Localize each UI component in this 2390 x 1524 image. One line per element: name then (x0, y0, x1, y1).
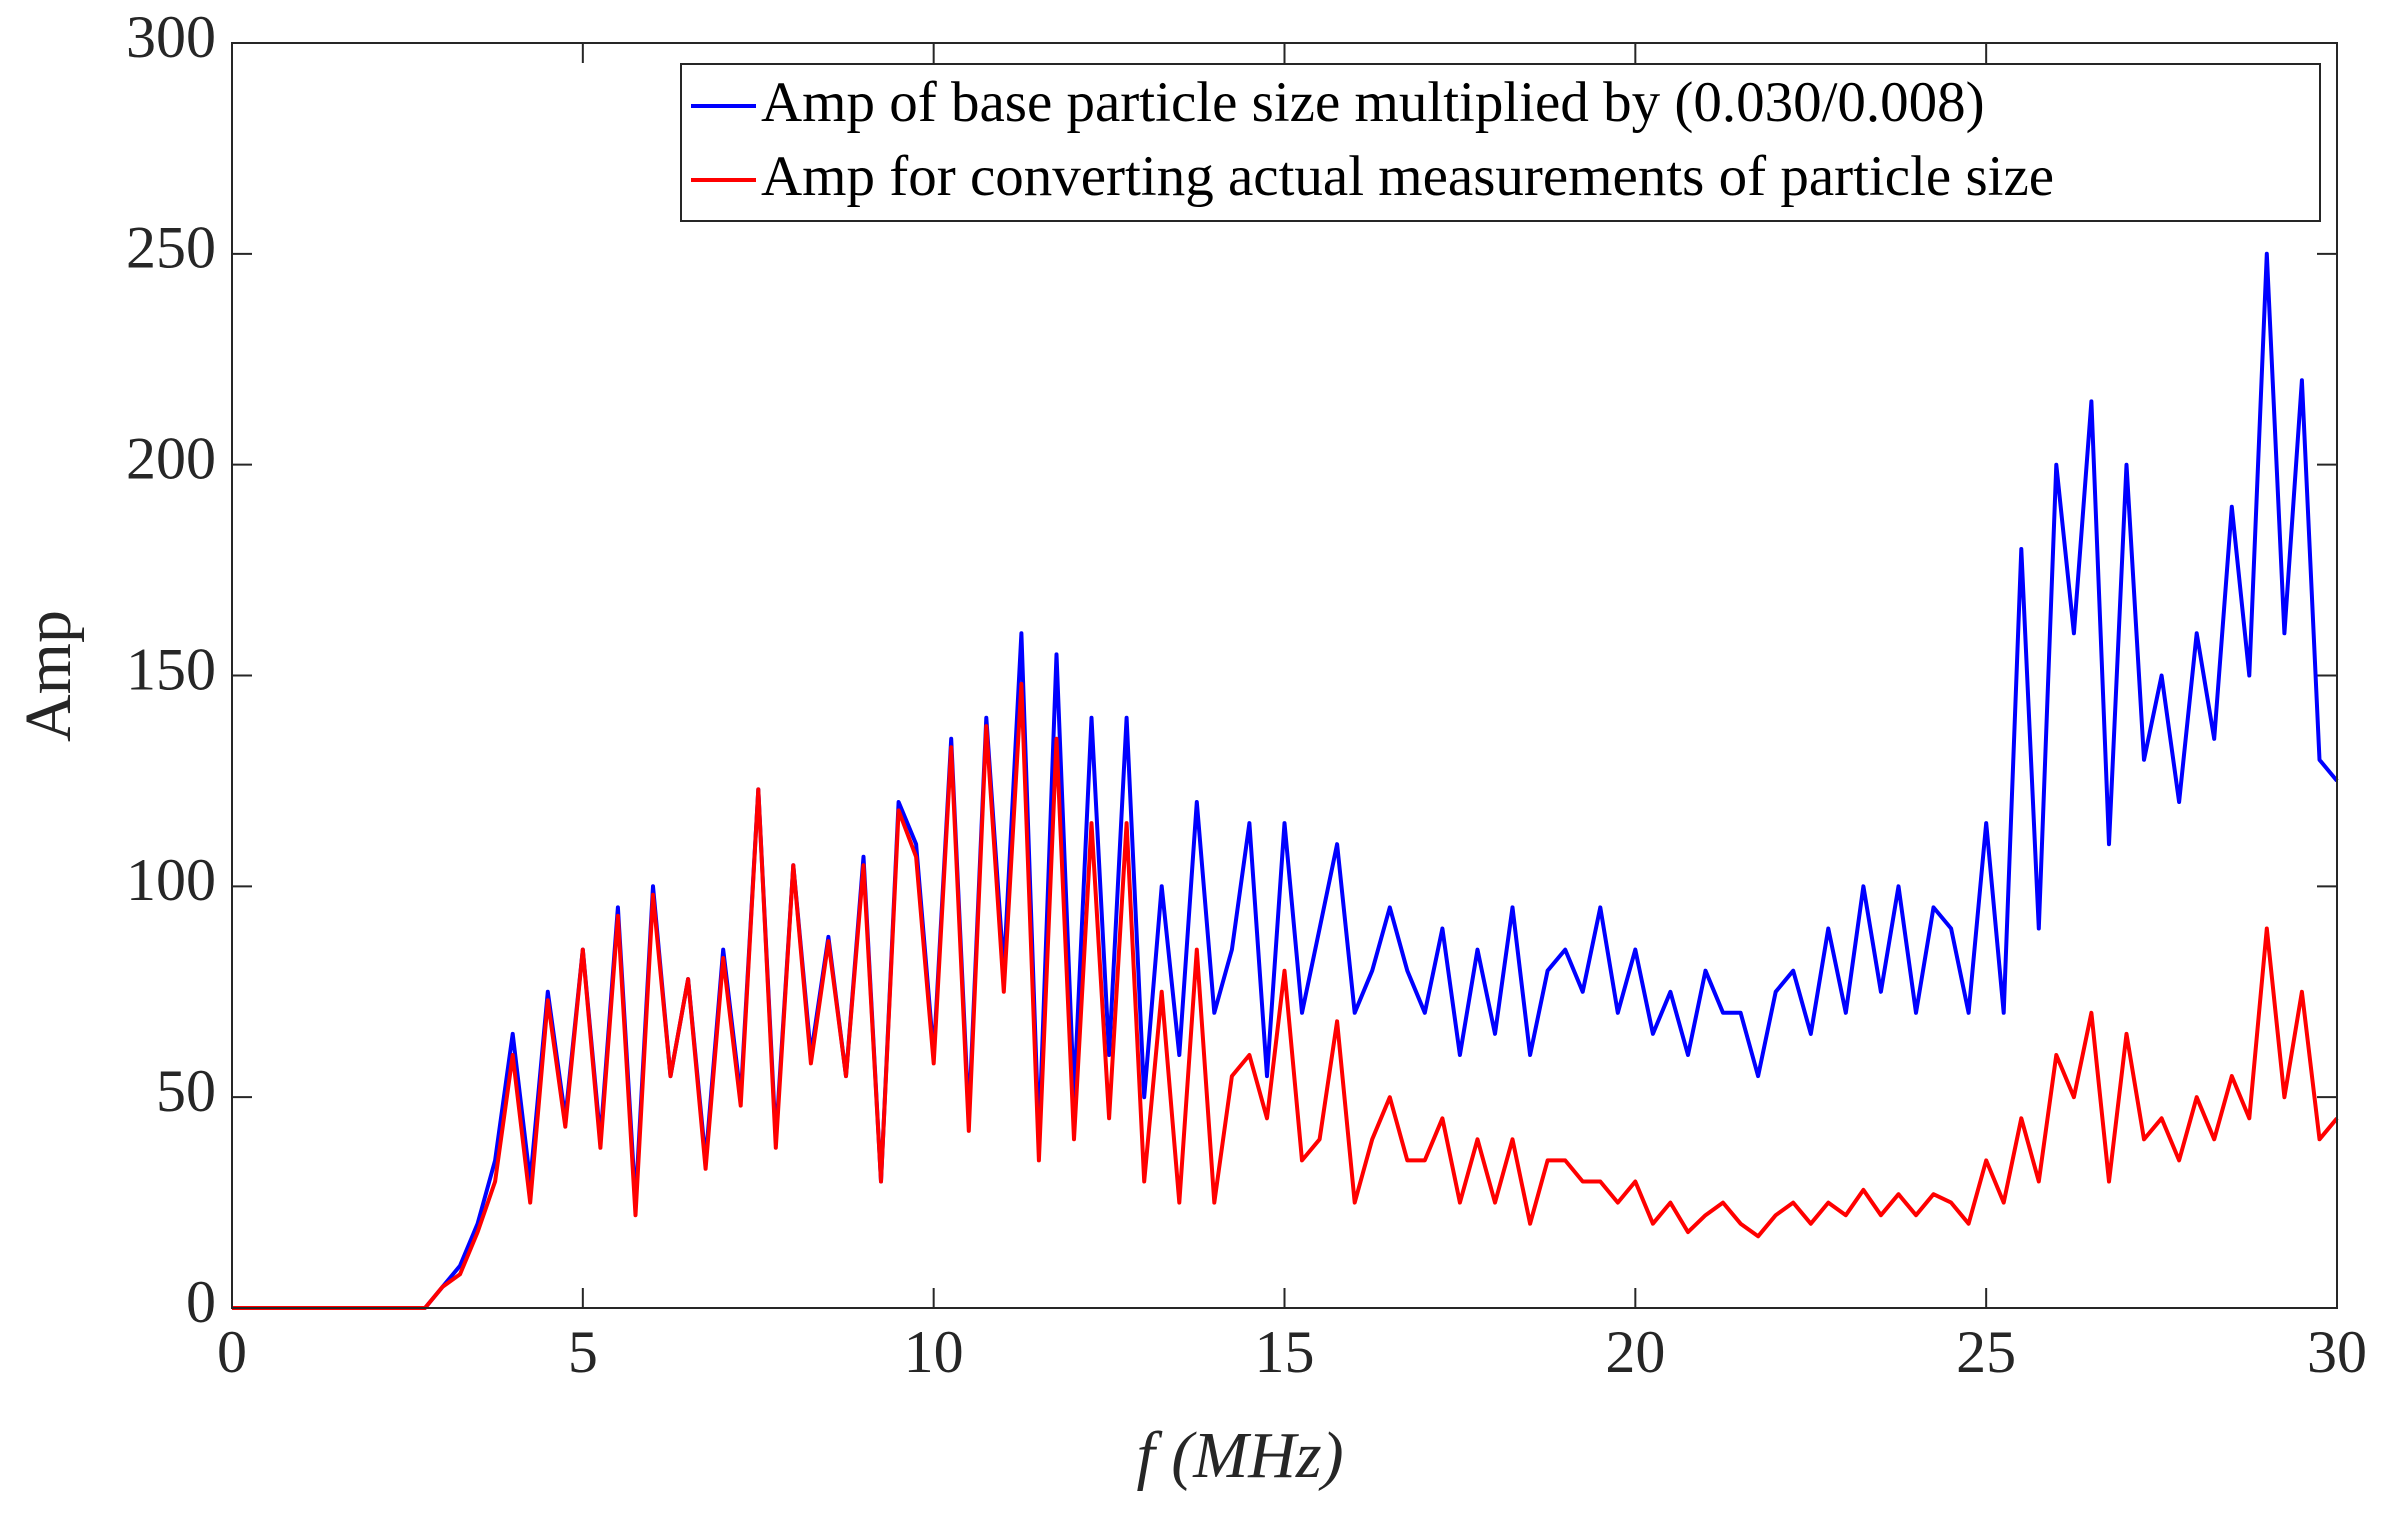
y-tick-label: 250 (126, 215, 216, 281)
x-tick-label: 15 (1255, 1319, 1315, 1385)
y-tick-label: 50 (156, 1058, 216, 1124)
y-tick-label: 100 (126, 847, 216, 913)
legend-label: Amp of base particle size multiplied by … (761, 71, 1985, 134)
x-tick-label: 30 (2307, 1319, 2367, 1385)
y-axis-label: Amp (12, 610, 85, 742)
y-tick-label: 150 (126, 636, 216, 702)
x-axis-label: f (MHz) (1136, 1419, 1343, 1492)
x-tick-label: 0 (217, 1319, 247, 1385)
x-tick-label: 5 (568, 1319, 598, 1385)
data-line (232, 681, 2339, 1310)
x-tick-label: 25 (1956, 1319, 2016, 1385)
x-tick-label: 10 (904, 1319, 964, 1385)
legend-label: Amp for converting actual measurements o… (761, 145, 2054, 208)
y-tick-label: 0 (186, 1269, 216, 1335)
plot-frame (231, 42, 2338, 1309)
legend-box (680, 63, 2321, 222)
x-tick-label: 20 (1605, 1319, 1665, 1385)
data-line (232, 251, 2339, 1310)
y-tick-label: 200 (126, 425, 216, 491)
y-tick-label: 300 (126, 4, 216, 70)
